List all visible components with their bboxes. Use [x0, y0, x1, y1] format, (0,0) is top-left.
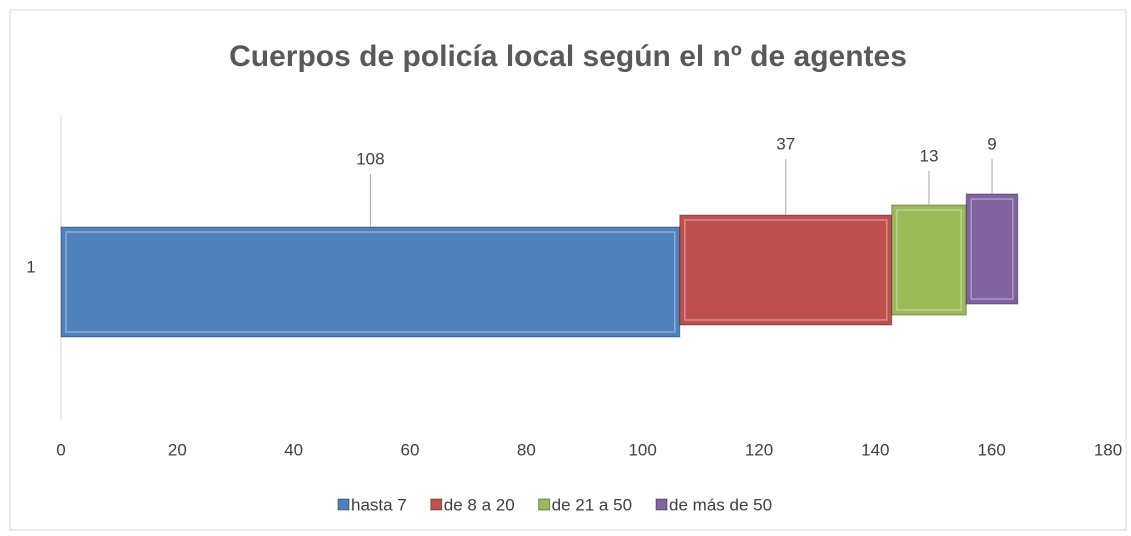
legend-label: de más de 50	[669, 495, 772, 514]
chart-title: Cuerpos de policía local según el nº de …	[229, 40, 907, 73]
x-tick-label: 60	[401, 440, 420, 459]
x-tick-label: 20	[168, 440, 187, 459]
legend-swatch	[337, 498, 350, 511]
x-tick-label: 80	[517, 440, 536, 459]
bar-bevel	[970, 198, 1014, 300]
legend-label: de 8 a 20	[444, 495, 515, 514]
bar-bevel	[896, 209, 962, 311]
legend-label: de 21 a 50	[552, 495, 632, 514]
legend-label: hasta 7	[351, 495, 407, 514]
x-tick-label: 0	[56, 440, 65, 459]
x-tick-label: 40	[284, 440, 303, 459]
legend-swatch	[655, 498, 668, 511]
data-label: 9	[987, 134, 996, 153]
legend-swatch	[430, 498, 443, 511]
y-tick-label: 1	[26, 257, 35, 276]
bar-bevel	[684, 219, 888, 321]
data-label: 108	[356, 149, 384, 168]
x-tick-label: 120	[745, 440, 773, 459]
data-label: 37	[776, 134, 795, 153]
x-tick-label: 100	[628, 440, 656, 459]
x-tick-label: 160	[977, 440, 1005, 459]
bar-bevel	[65, 231, 676, 333]
x-tick-label: 180	[1094, 440, 1122, 459]
legend-swatch	[538, 498, 551, 511]
data-label: 13	[920, 146, 939, 165]
x-tick-label: 140	[861, 440, 889, 459]
